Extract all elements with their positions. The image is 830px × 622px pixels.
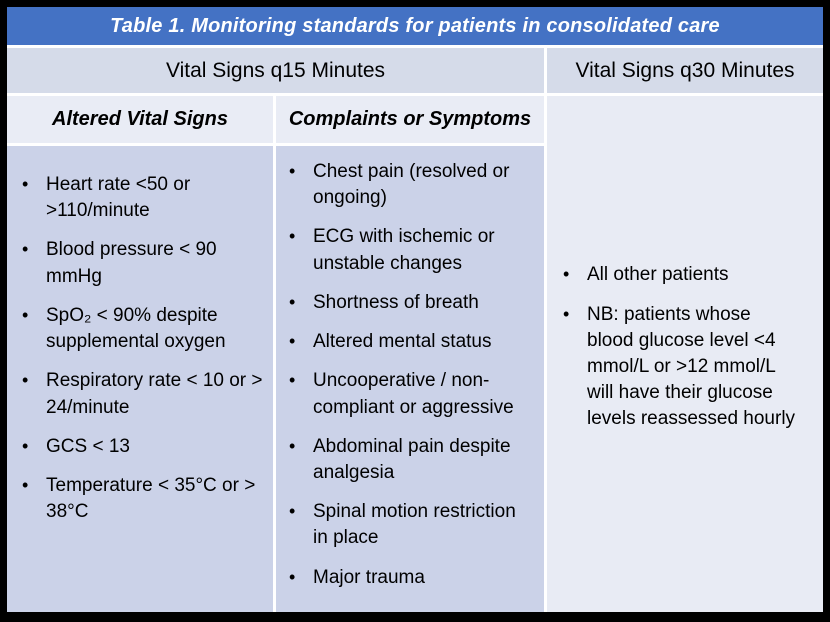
bullet-icon: • — [22, 435, 29, 456]
list-item-text: NB: patients whose blood glucose level <… — [587, 303, 796, 430]
list-item: • ECG with ischemic or unstable changes — [289, 224, 526, 276]
q30-patients-cell: • All other patients • NB: patients whos… — [547, 96, 823, 612]
bullet-icon: • — [22, 174, 29, 194]
bullet-icon: • — [289, 566, 296, 587]
bullet-icon: • — [289, 161, 296, 181]
list-item-text: Altered mental status — [313, 331, 492, 353]
list-item: • Abdominal pain despite analgesia — [289, 434, 526, 486]
bullet-icon: • — [289, 291, 296, 312]
list-item-text: GCS < 13 — [46, 435, 130, 457]
altered-vital-signs-cell: • Heart rate <50 or >110/minute • Blood … — [7, 146, 273, 612]
list-item-text: Spinal motion restriction in place — [313, 501, 516, 549]
list-item-text: Chest pain (resolved or ongoing) — [313, 161, 510, 209]
bullet-icon: • — [289, 226, 296, 247]
bullet-icon: • — [289, 370, 296, 391]
list-item: • All other patients — [563, 262, 797, 288]
list-item: • Shortness of breath — [289, 290, 526, 316]
subheader-complaints-or-symptoms: Complaints or Symptoms — [276, 96, 544, 143]
column-header-q30: Vital Signs q30 Minutes — [547, 48, 823, 93]
bullet-icon: • — [22, 304, 29, 325]
list-item-text: Temperature < 35°C or > 38°C — [46, 474, 256, 523]
list-item-text: Shortness of breath — [313, 291, 479, 313]
table-figure: Table 1. Monitoring standards for patien… — [7, 7, 823, 612]
list-item-text: Heart rate <50 or >110/minute — [46, 174, 191, 222]
list-item: • Altered mental status — [289, 329, 526, 355]
list-item-text: Uncooperative / non-compliant or aggress… — [313, 370, 514, 418]
list-item-text: ECG with ischemic or unstable changes — [313, 226, 495, 274]
bullet-icon: • — [563, 303, 570, 324]
bullet-icon: • — [289, 331, 296, 352]
bullet-icon: • — [563, 264, 570, 285]
subheader-altered-vital-signs: Altered Vital Signs — [7, 96, 273, 143]
bullet-icon: • — [22, 370, 29, 391]
list-item: • SpO₂ < 90% despite supplemental oxygen — [22, 303, 267, 355]
bullet-icon: • — [22, 474, 29, 495]
bullet-icon: • — [22, 239, 29, 260]
table-title-bar: Table 1. Monitoring standards for patien… — [7, 7, 823, 45]
list-item: • Respiratory rate < 10 or > 24/minute — [22, 368, 267, 420]
bullet-icon: • — [289, 501, 296, 522]
bullet-icon: • — [289, 435, 296, 456]
list-item: • Chest pain (resolved or ongoing) — [289, 159, 526, 211]
list-item: • Blood pressure < 90 mmHg — [22, 237, 267, 289]
list-item: • GCS < 13 — [22, 434, 267, 460]
monitoring-standards-table: Vital Signs q15 Minutes Vital Signs q30 … — [7, 48, 823, 612]
list-item: • Spinal motion restriction in place — [289, 499, 526, 551]
list-item-text: Abdominal pain despite analgesia — [313, 435, 511, 483]
list-item: • Uncooperative / non-compliant or aggre… — [289, 368, 526, 420]
list-item-text: Major trauma — [313, 566, 425, 588]
list-item-text: Respiratory rate < 10 or > 24/minute — [46, 370, 263, 418]
list-item: • Temperature < 35°C or > 38°C — [22, 473, 267, 525]
list-item: • Major trauma — [289, 565, 526, 591]
column-header-q15: Vital Signs q15 Minutes — [7, 48, 544, 93]
list-item: • Heart rate <50 or >110/minute — [22, 172, 267, 224]
list-item-text: SpO₂ < 90% despite supplemental oxygen — [46, 304, 226, 353]
list-item-text: All other patients — [587, 264, 729, 286]
complaints-or-symptoms-cell: • Chest pain (resolved or ongoing) • ECG… — [276, 146, 544, 612]
list-item: • NB: patients whose blood glucose level… — [563, 302, 797, 433]
list-item-text: Blood pressure < 90 mmHg — [46, 239, 217, 287]
